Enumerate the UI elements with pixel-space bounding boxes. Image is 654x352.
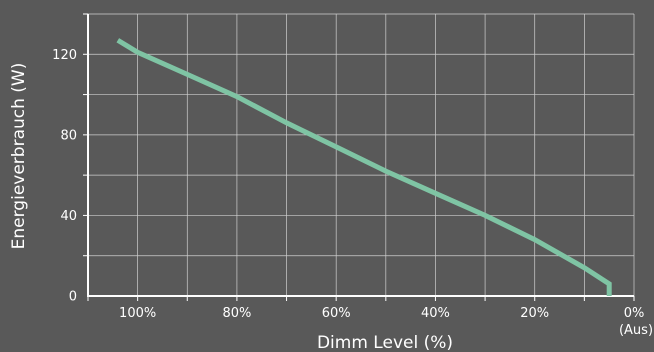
series-layer [116,38,612,296]
y-tick-label: 120 [52,48,77,63]
x-tick-note: (Aus) [619,323,653,338]
y-tick-label: 80 [60,128,77,143]
x-tick-label: 40% [421,306,450,321]
x-tick-label: 0% [624,306,645,321]
y-tick-label: 40 [60,209,77,224]
tick-labels: 100% 80% 60% 40% 20% 0% (Aus) 0 40 80 120 [52,48,653,338]
x-tick-label: 80% [222,306,251,321]
x-tick-label: 20% [520,306,549,321]
x-tick-label: 100% [119,306,156,321]
x-axis-title: Dimm Level (%) [317,333,453,352]
series-line [116,38,612,296]
y-axis-title: Energieverbrauch (W) [9,63,29,250]
axes [83,13,635,301]
y-tick-label: 0 [69,290,77,305]
x-tick-label: 60% [322,306,351,321]
grid [87,13,635,296]
